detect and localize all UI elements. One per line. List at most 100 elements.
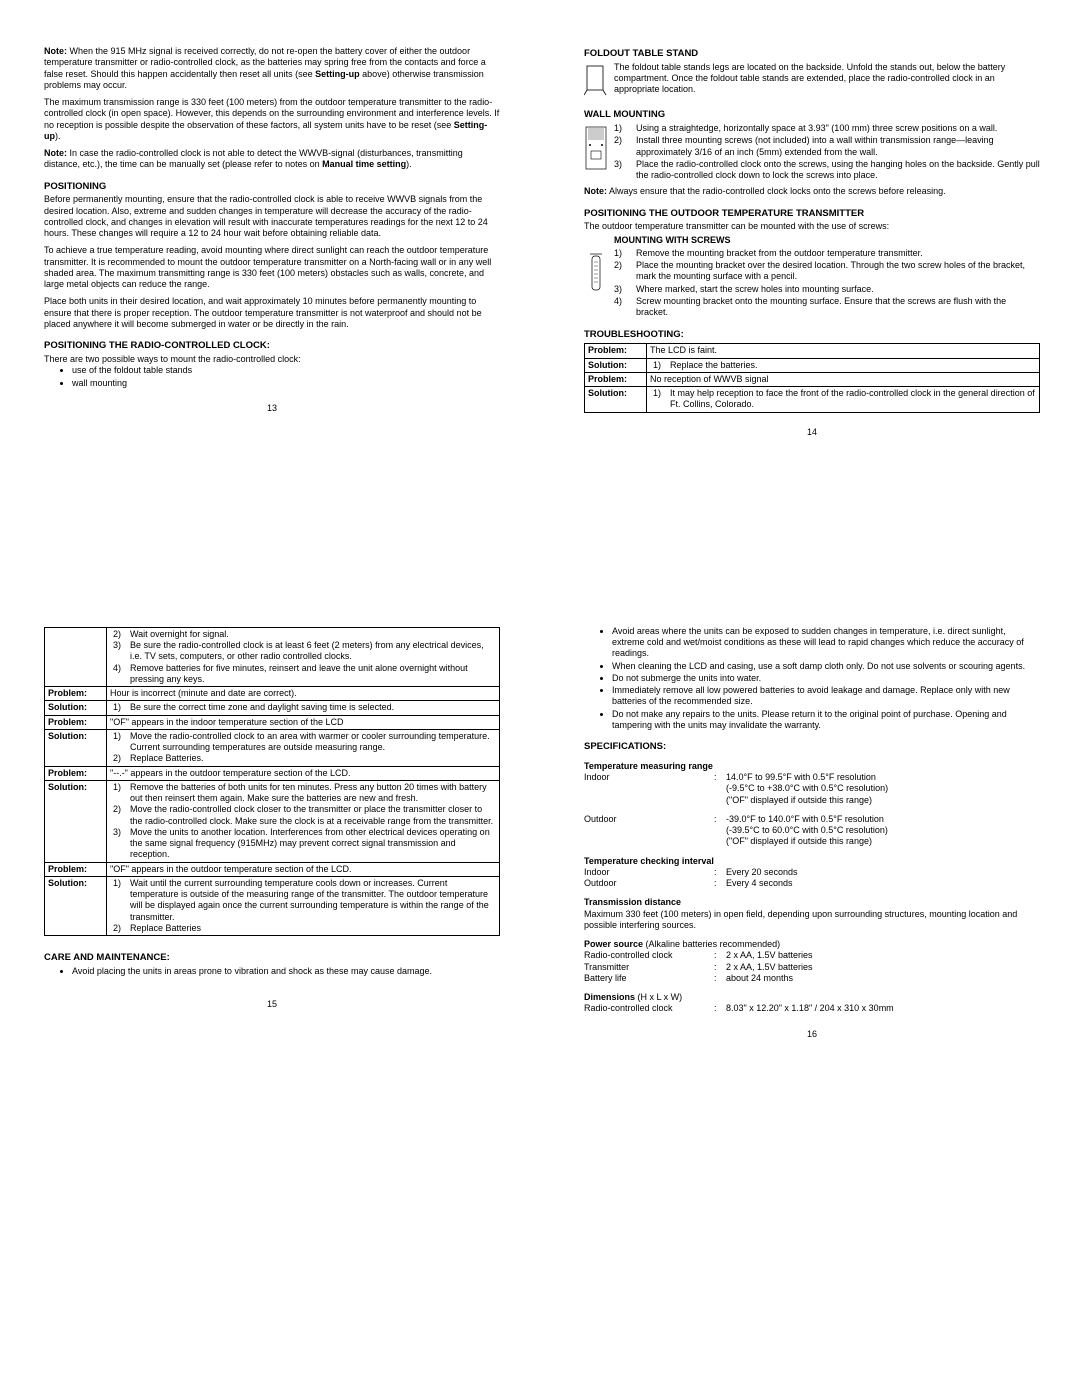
prc-intro: There are two possible ways to mount the… (44, 354, 500, 365)
mws-2: 2)Place the mounting bracket over the de… (614, 260, 1040, 283)
troubleshooting-table-14: Problem:The LCD is faint.Solution:1)Repl… (584, 343, 1040, 412)
care-b2: When cleaning the LCD and casing, use a … (612, 661, 1040, 672)
pott-sub: The outdoor temperature transmitter can … (584, 221, 1040, 232)
mws-1: 1)Remove the mounting bracket from the o… (614, 248, 1040, 259)
positioning-head: POSITIONING (44, 181, 500, 193)
positioning-p2: To achieve a true temperature reading, a… (44, 245, 500, 290)
prc-li-2: wall mounting (72, 378, 500, 389)
care-maintenance-head: CARE AND MAINTENANCE: (44, 952, 500, 964)
troubleshooting-head: TROUBLESHOOTING: (584, 329, 1040, 341)
ts-step: 2)Replace Batteries. (110, 753, 496, 764)
ts-value: Hour is incorrect (minute and date are c… (107, 687, 500, 701)
ts-step: 2)Replace Batteries (110, 923, 496, 934)
page-number: 16 (584, 1029, 1040, 1040)
wall-mounting-block: 1)Using a straightedge, horizontally spa… (584, 123, 1040, 182)
care-b1: Avoid areas where the units can be expos… (612, 626, 1040, 660)
mws-head: MOUNTING WITH SCREWS (614, 235, 1040, 246)
ps-head: Power source (Alkaline batteries recomme… (584, 939, 1040, 950)
page-13: Note: When the 915 MHz signal is receive… (0, 0, 540, 456)
foldout-head: FOLDOUT TABLE STAND (584, 48, 1040, 60)
ts-step: 1)Be sure the correct time zone and dayl… (110, 702, 496, 713)
clock-back-icon (584, 125, 610, 174)
page-14: FOLDOUT TABLE STAND The foldout table st… (540, 0, 1080, 456)
ts-value: 1)Move the radio-controlled clock to an … (107, 729, 500, 766)
page-15: 2)Wait overnight for signal.3)Be sure th… (0, 456, 540, 1058)
spec-outdoor: Outdoor:-39.0°F to 140.0°F with 0.5°F re… (584, 814, 1040, 825)
wm-step-3: 3)Place the radio-controlled clock onto … (614, 159, 1040, 182)
care-item: Avoid placing the units in areas prone t… (72, 966, 500, 977)
wall-mounting-list: 1)Using a straightedge, horizontally spa… (614, 123, 1040, 181)
ts-step: 1)Replace the batteries. (650, 360, 1036, 371)
page-16: Avoid areas where the units can be expos… (540, 456, 1080, 1058)
ts-value: 2)Wait overnight for signal.3)Be sure th… (107, 627, 500, 686)
ts-value: 1)Replace the batteries. (647, 358, 1040, 372)
ts-label: Solution: (45, 780, 107, 862)
ts-value: 1)Wait until the current surrounding tem… (107, 876, 500, 935)
page-number: 14 (584, 427, 1040, 438)
ts-label: Solution: (45, 729, 107, 766)
ts-step: 4)Remove batteries for five minutes, rei… (110, 663, 496, 686)
wm-note: Note: Always ensure that the radio-contr… (584, 186, 1040, 197)
care-b3: Do not submerge the units into water. (612, 673, 1040, 684)
ts-label: Solution: (585, 358, 647, 372)
care-b5: Do not make any repairs to the units. Pl… (612, 709, 1040, 732)
ts-label: Problem: (45, 715, 107, 729)
care-list-15: Avoid placing the units in areas prone t… (72, 966, 500, 977)
ts-step: 1)Wait until the current surrounding tem… (110, 878, 496, 923)
ts-value: The LCD is faint. (647, 344, 1040, 358)
ts-value: 1)Be sure the correct time zone and dayl… (107, 701, 500, 715)
td-body: Maximum 330 feet (100 meters) in open fi… (584, 909, 1040, 932)
td-head: Transmission distance (584, 897, 1040, 908)
prc-list: use of the foldout table stands wall mou… (72, 365, 500, 389)
wm-step-2: 2)Install three mounting screws (not inc… (614, 135, 1040, 158)
note-wwvb: Note: In case the radio-controlled clock… (44, 148, 500, 171)
ts-value: "OF" appears in the outdoor temperature … (107, 862, 500, 876)
ts-value: "OF" appears in the indoor temperature s… (107, 715, 500, 729)
mws-4: 4)Screw mounting bracket onto the mounti… (614, 296, 1040, 319)
ts-label: Solution: (45, 876, 107, 935)
ts-step: 3)Be sure the radio-controlled clock is … (110, 640, 496, 663)
dim-head: Dimensions (H x L x W) (584, 992, 1040, 1003)
tci-outdoor: Outdoor:Every 4 seconds (584, 878, 1040, 889)
ps-rcc: Radio-controlled clock:2 x AA, 1.5V batt… (584, 950, 1040, 961)
ts-label: Problem: (585, 344, 647, 358)
care-list-16: Avoid areas where the units can be expos… (612, 626, 1040, 731)
ts-label: Problem: (585, 372, 647, 386)
tci-indoor: Indoor:Every 20 seconds (584, 867, 1040, 878)
foldout-block: The foldout table stands legs are locate… (584, 62, 1040, 99)
ts-label (45, 627, 107, 686)
prc-li-1: use of the foldout table stands (72, 365, 500, 376)
note-battery: Note: When the 915 MHz signal is receive… (44, 46, 500, 91)
dim-rcc: Radio-controlled clock:8.03" x 12.20" x … (584, 1003, 1040, 1014)
wm-step-1: 1)Using a straightedge, horizontally spa… (614, 123, 1040, 134)
spec-outdoor-l2: (-39.5°C to 60.0°C with 0.5°C resolution… (726, 825, 1040, 836)
stand-icon (584, 64, 610, 99)
care-b4: Immediately remove all low powered batte… (612, 685, 1040, 708)
ts-step: 2)Move the radio-controlled clock closer… (110, 804, 496, 827)
transmitter-icon (584, 250, 610, 299)
ts-label: Problem: (45, 862, 107, 876)
ts-step: 1)Move the radio-controlled clock to an … (110, 731, 496, 754)
ts-step: 3)Move the units to another location. In… (110, 827, 496, 861)
pott-head: POSITIONING THE OUTDOOR TEMPERATURE TRAN… (584, 208, 1040, 220)
ts-label: Solution: (45, 701, 107, 715)
ts-value: "--.-" appears in the outdoor temperatur… (107, 766, 500, 780)
page-number: 15 (44, 999, 500, 1010)
ts-step: 1)It may help reception to face the fron… (650, 388, 1036, 411)
page-number: 13 (44, 403, 500, 414)
troubleshooting-table-15: 2)Wait overnight for signal.3)Be sure th… (44, 627, 500, 936)
specifications-head: SPECIFICATIONS: (584, 741, 1040, 753)
positioning-p3: Place both units in their desired locati… (44, 296, 500, 330)
ts-step: 2)Wait overnight for signal. (110, 629, 496, 640)
ts-value: 1)It may help reception to face the fron… (647, 387, 1040, 413)
wall-mounting-head: WALL MOUNTING (584, 109, 1040, 121)
ps-bl: Battery life:about 24 months (584, 973, 1040, 984)
positioning-p1: Before permanently mounting, ensure that… (44, 194, 500, 239)
tci-head: Temperature checking interval (584, 856, 1040, 867)
mws-block: 1)Remove the mounting bracket from the o… (584, 248, 1040, 320)
spec-indoor-l2: (-9.5°C to +38.0°C with 0.5°C resolution… (726, 783, 1040, 794)
mws-3: 3)Where marked, start the screw holes in… (614, 284, 1040, 295)
ts-label: Solution: (585, 387, 647, 413)
spec-indoor-l3: ("OF" displayed if outside this range) (726, 795, 1040, 806)
spec-outdoor-l3: ("OF" displayed if outside this range) (726, 836, 1040, 847)
